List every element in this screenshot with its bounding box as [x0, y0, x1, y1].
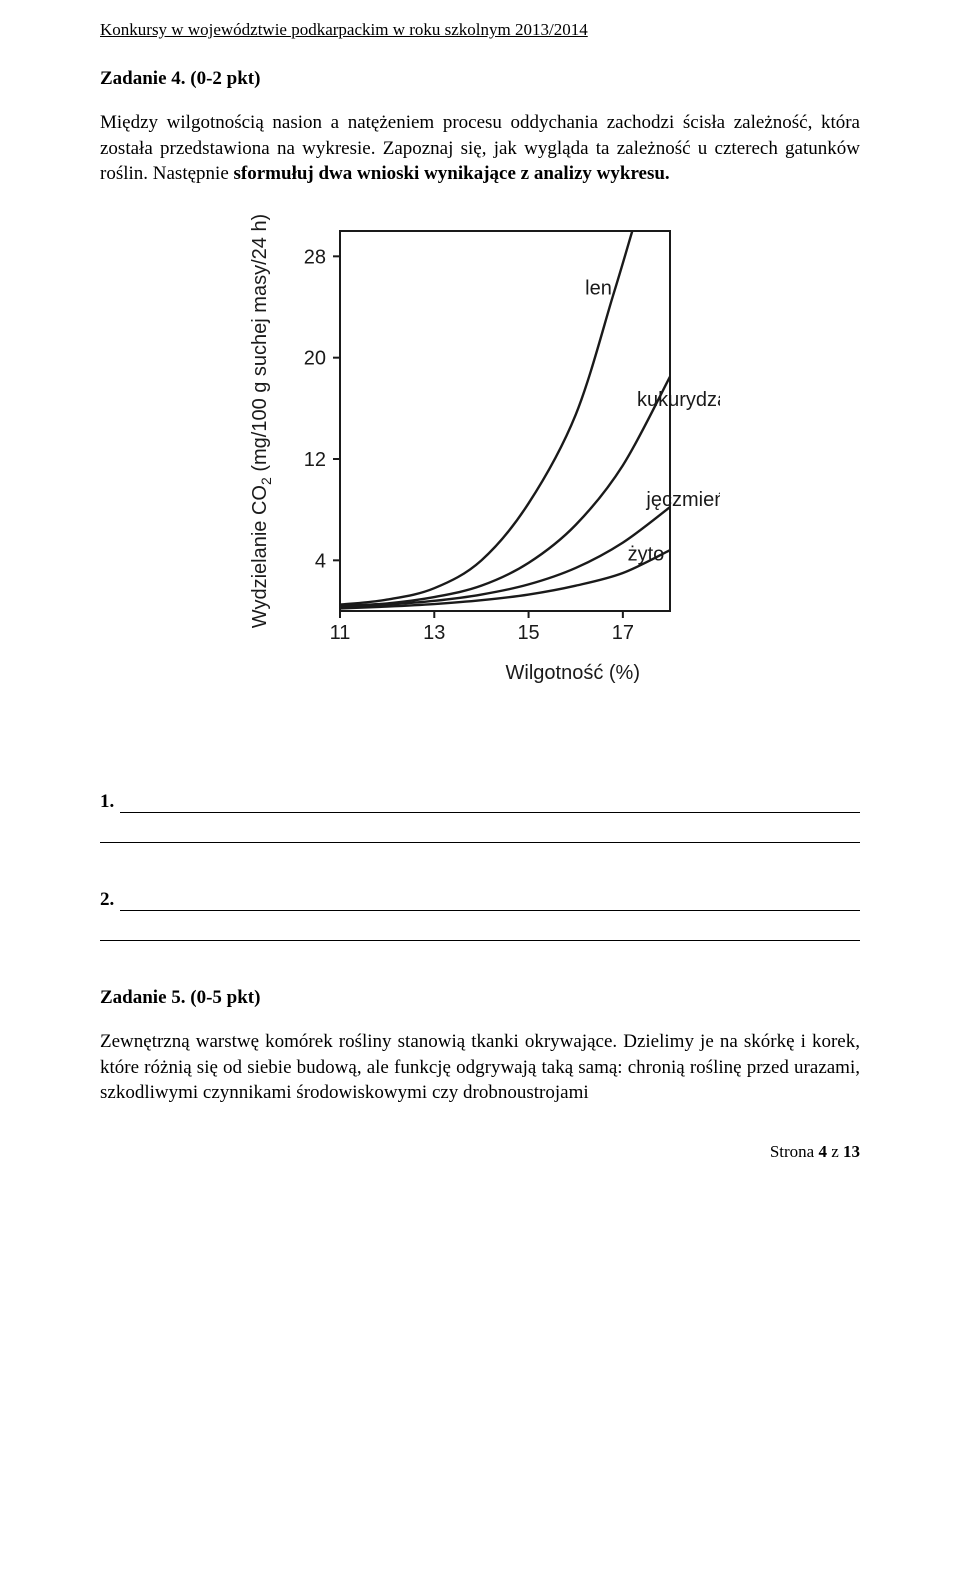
answer-2-line-b: [100, 921, 860, 941]
svg-text:żyto: żyto: [628, 543, 665, 565]
chart-container: 4 12 20 28 11 13 15 17 Wydzielanie CO2 (mg/100 g…: [100, 211, 860, 731]
svg-text:4: 4: [315, 550, 326, 572]
svg-text:17: 17: [612, 622, 634, 644]
svg-text:Wilgotność (%): Wilgotność (%): [506, 662, 640, 684]
footer-label: Strona: [770, 1142, 819, 1161]
answer-1-number: 1.: [100, 791, 114, 813]
svg-text:len: len: [585, 277, 612, 299]
svg-text:jęczmień: jęczmień: [645, 489, 720, 511]
answers-block: 1. 2.: [100, 791, 860, 941]
footer-total: 13: [843, 1142, 860, 1161]
task4-title: Zadanie 4. (0-2 pkt): [100, 68, 860, 90]
task4-body: Między wilgotnością nasion a natężeniem …: [100, 110, 860, 187]
answer-2-line-a: [120, 891, 860, 911]
task4-body-bold: sformułuj dwa wnioski wynikające z anali…: [234, 163, 670, 184]
svg-text:20: 20: [304, 348, 326, 370]
task5-title: Zadanie 5. (0-5 pkt): [100, 987, 860, 1009]
svg-text:11: 11: [330, 622, 351, 644]
task5-body: Zewnętrzną warstwę komórek rośliny stano…: [100, 1029, 860, 1106]
answer-1-line-b: [100, 823, 860, 843]
page-header: Konkursy w województwie podkarpackim w r…: [100, 20, 860, 40]
svg-text:13: 13: [423, 622, 445, 644]
svg-text:Wydzielanie CO2 (mg/100 g such: Wydzielanie CO2 (mg/100 g suchej masy/24…: [249, 214, 274, 628]
svg-text:12: 12: [304, 449, 326, 471]
svg-text:kukurydza: kukurydza: [637, 389, 720, 411]
footer-current: 4: [818, 1142, 827, 1161]
footer-sep: z: [827, 1142, 843, 1161]
answer-2-number: 2.: [100, 889, 114, 911]
answer-1-line-a: [120, 793, 860, 813]
svg-text:28: 28: [304, 246, 326, 268]
respiration-chart: 4 12 20 28 11 13 15 17 Wydzielanie CO2 (mg/100 g…: [240, 211, 720, 731]
svg-text:15: 15: [517, 622, 539, 644]
page-footer: Strona 4 z 13: [100, 1142, 860, 1162]
